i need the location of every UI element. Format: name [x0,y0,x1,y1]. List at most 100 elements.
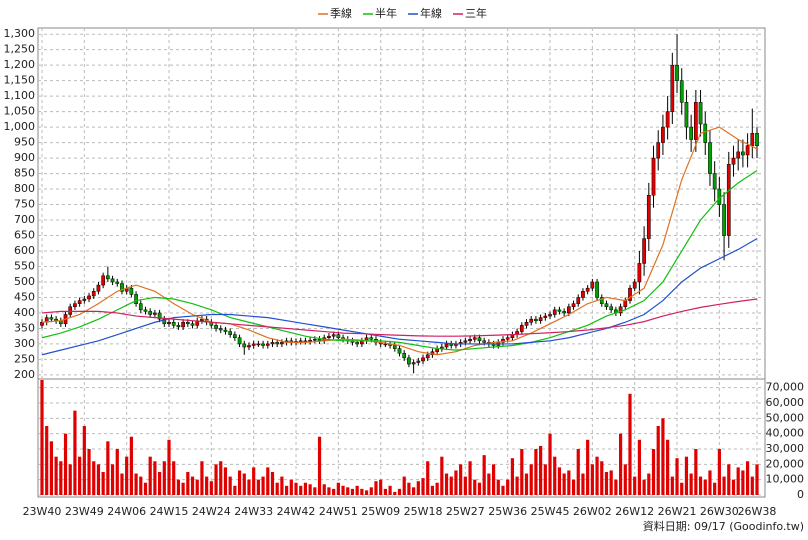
y-tick-label: 950 [14,136,35,149]
volume-bar [698,476,703,495]
y-tick-label: 500 [14,275,35,288]
candle-body [599,297,604,304]
volume-bar [534,449,538,495]
y-tick-label: 20,000 [766,457,805,470]
candle-body [538,317,543,321]
y-tick-label: 1,050 [4,105,36,118]
candle-body [171,321,176,326]
candle-body [463,340,468,343]
y-tick-label: 1,150 [4,74,36,87]
volume-bar [82,426,86,495]
volume-bar [623,464,627,495]
volume-bar [713,482,717,495]
candle-body [534,318,538,321]
volume-bar [261,476,265,495]
volume-bar [440,456,444,495]
volume-bar [543,464,547,495]
volume-bar [510,458,514,495]
candle-body [632,281,637,289]
volume-bar [233,485,237,495]
candle-body [722,204,726,236]
volume-bar [755,464,759,495]
candle-body [708,142,712,174]
candle-body [298,340,303,343]
candle-body [280,342,284,345]
x-tick-label: 26W38 [738,505,777,518]
volume-bar [143,482,148,495]
x-tick-label: 24W42 [277,505,316,518]
candle-body [303,340,308,343]
candle-body [101,275,106,286]
volume-bar [666,439,670,495]
y-tick-label: 700 [14,213,35,226]
candle-body [524,321,529,326]
candle-body [228,331,233,335]
candle-body [247,345,251,348]
candle-body [571,303,576,308]
candle-body [120,283,124,292]
volume-bar [167,439,171,495]
candle-body [138,303,143,311]
volume-bar [63,433,68,495]
volume-bar [553,456,557,495]
volume-bar [190,476,195,495]
volume-bar [266,467,270,495]
candle-body [148,311,153,315]
candle-body [637,263,642,283]
candle-body [143,309,148,312]
volume-bar [402,476,406,495]
candle-body [115,281,120,284]
candle-body [693,102,698,140]
volume-bar [604,472,609,495]
volume-bar [162,461,166,495]
candle-body [642,238,646,264]
candle-body [689,126,693,140]
volume-bar [407,482,411,495]
y-tick-label: 750 [14,198,35,211]
candle-body [407,357,411,365]
candle-body [162,318,167,325]
volume-bar [219,461,223,495]
x-tick-label: 24W51 [319,505,358,518]
volume-bar [341,485,345,495]
volume-bar [717,449,721,495]
x-tick-label: 25W45 [531,505,570,518]
candle-body [675,64,679,81]
candle-body [755,133,759,146]
volume-bar [181,482,185,495]
volume-bar [618,433,623,495]
volume-bar [383,488,387,495]
ma-line [41,126,758,356]
x-tick-label: 25W09 [361,505,400,518]
volume-bar [651,449,656,495]
candle-body [355,342,360,345]
candle-body [468,339,472,342]
x-tick-label: 26W12 [615,505,654,518]
candle-body [265,343,270,346]
volume-bar [360,488,364,495]
candle-body [548,314,552,317]
volume-bar [68,464,72,495]
volume-bar [299,485,303,495]
candle-body [562,311,566,314]
volume-bar [92,461,96,495]
candle-body [275,342,280,345]
candle-body [270,342,275,345]
legend-label: 年線 [420,6,442,20]
volume-bar [708,470,712,495]
legend-label: 半年 [375,6,397,20]
candle-body [661,126,665,143]
candle-body [251,343,256,346]
volume-bar [745,461,750,495]
volume-bar [463,476,467,495]
y-tick-label: 450 [14,290,35,303]
candle-body [200,318,204,321]
ma-line [41,298,758,337]
candle-body [237,337,242,345]
candle-body [129,287,134,295]
candle-body [505,337,510,340]
volume-bar [506,479,510,495]
volume-bar [661,418,665,495]
candle-body [383,343,388,346]
